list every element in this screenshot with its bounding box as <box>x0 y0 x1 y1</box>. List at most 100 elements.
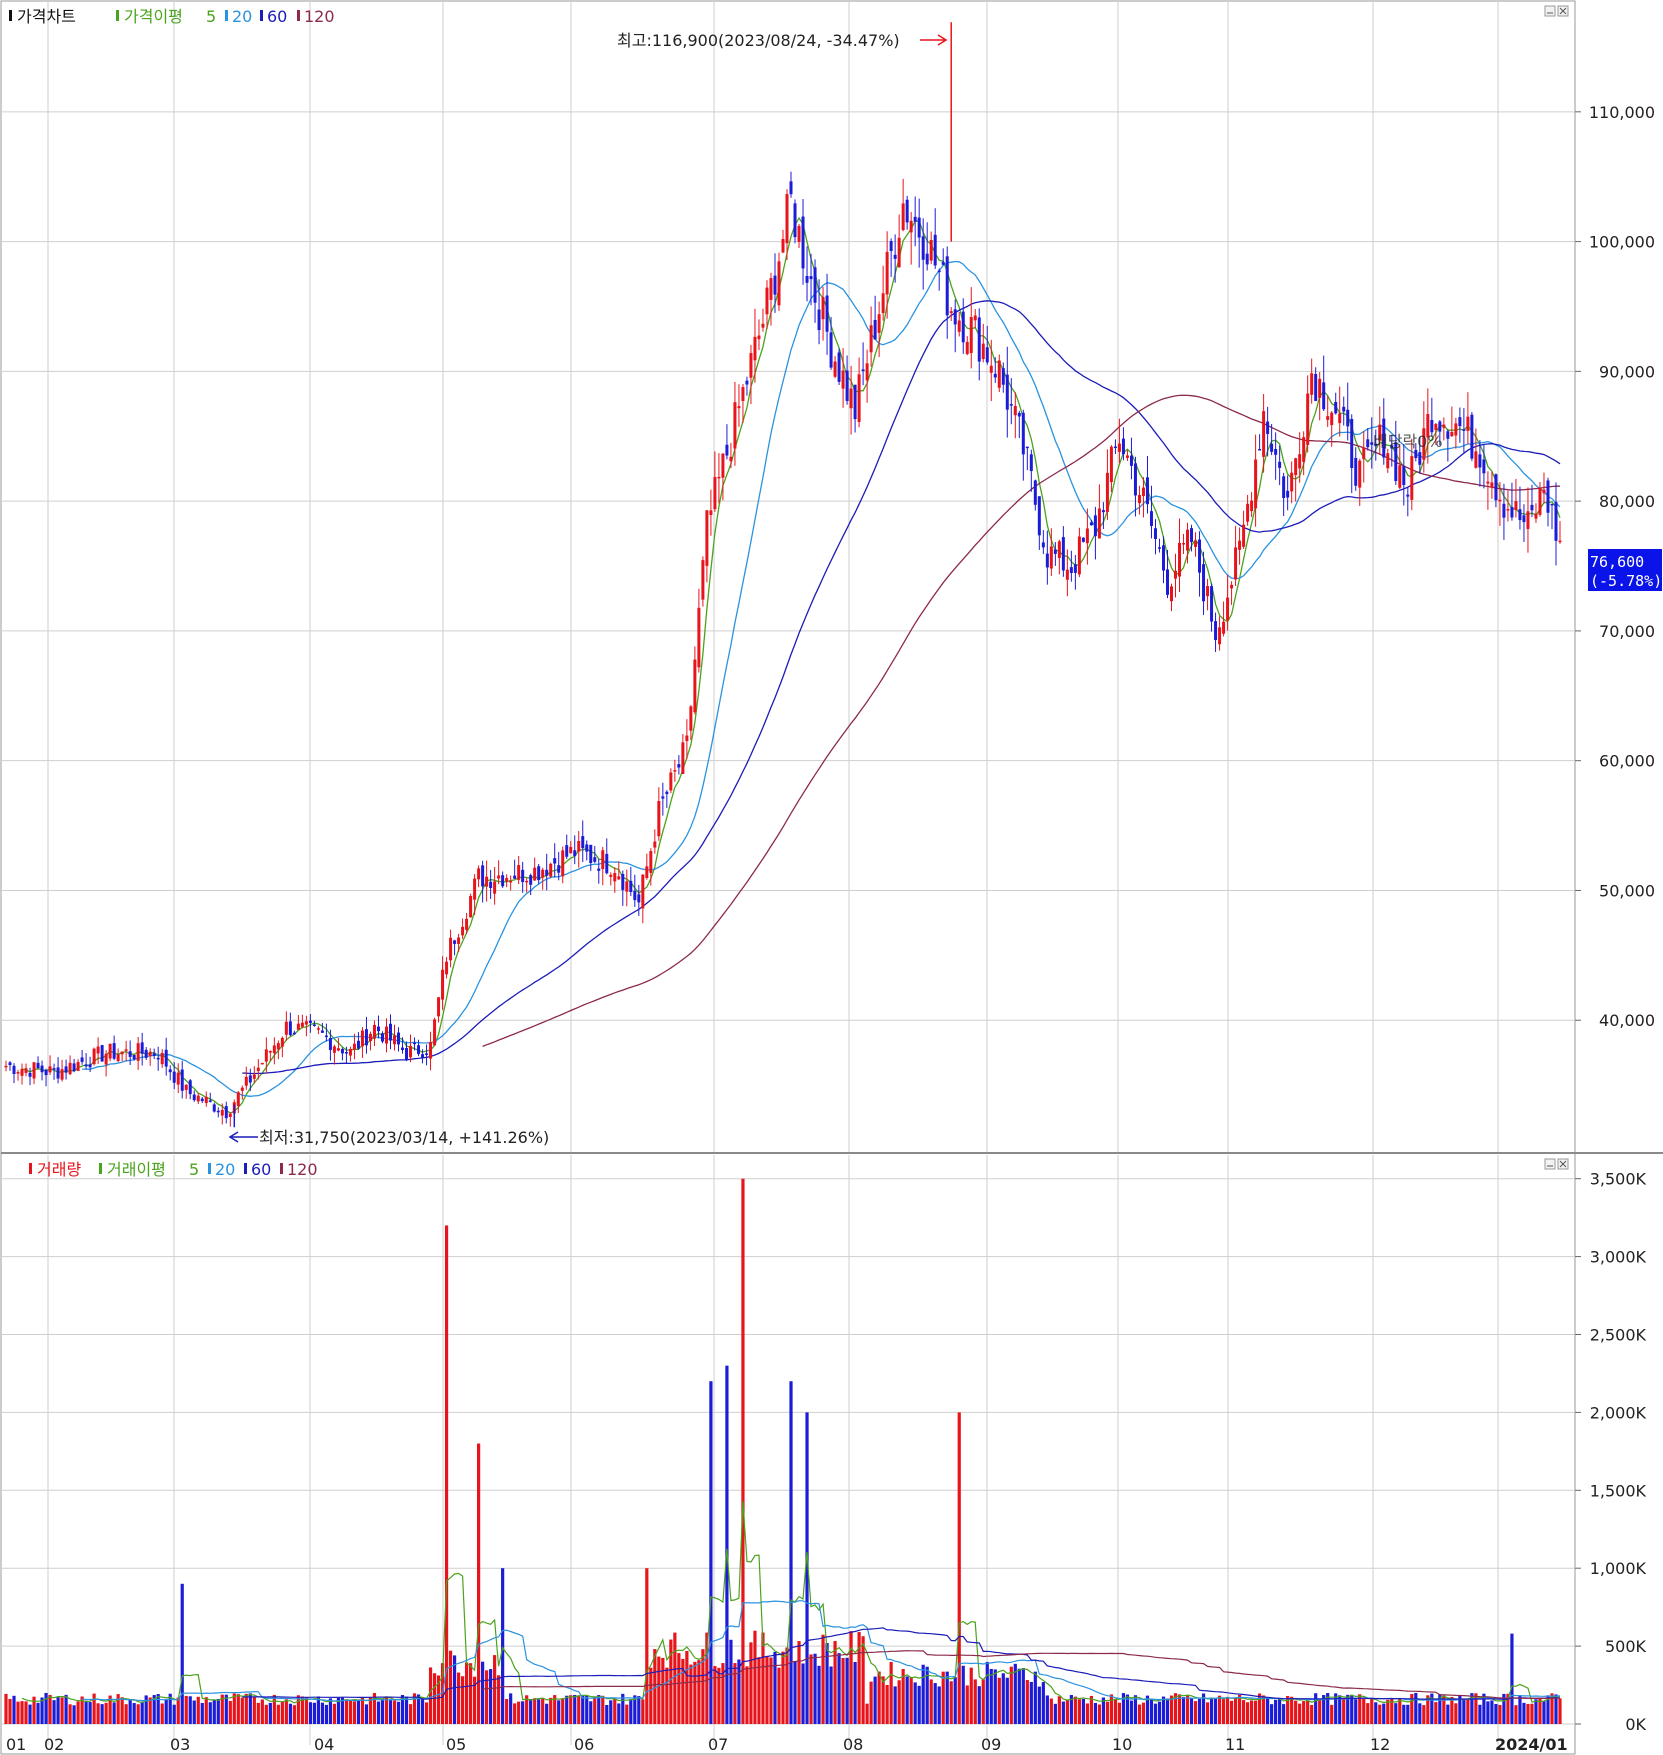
candle-body <box>1542 489 1546 494</box>
candle-body <box>1386 453 1390 469</box>
volume-bar <box>1133 1695 1138 1724</box>
candle-body <box>1137 494 1141 504</box>
candle-body <box>1554 502 1558 541</box>
volume-bar <box>673 1632 677 1724</box>
volume-bar <box>1278 1698 1282 1724</box>
volume-bar <box>1109 1694 1114 1724</box>
volume-bar <box>232 1693 236 1724</box>
price-legend-ma-label: 가격이평 <box>124 7 183 26</box>
candle-body <box>1117 443 1121 452</box>
volume-bar <box>1185 1695 1190 1724</box>
price-y-tick: 80,000 <box>1599 492 1655 511</box>
price-legend-period-20: 20 <box>232 7 252 26</box>
candle-body <box>228 1113 232 1117</box>
price-panel-window-buttons[interactable] <box>1544 5 1569 17</box>
price-candles <box>4 22 1562 1128</box>
volume-bar <box>893 1686 897 1724</box>
volume-bar <box>1033 1671 1037 1724</box>
volume-bar <box>481 1661 485 1724</box>
volume-bar <box>384 1696 389 1724</box>
candle-body <box>457 937 461 944</box>
volume-panel-window-buttons[interactable] <box>1544 1158 1569 1170</box>
volume-bar <box>1286 1696 1290 1724</box>
volume-bar <box>1169 1695 1174 1724</box>
candle-body <box>1278 461 1282 468</box>
candle-body <box>1550 503 1554 506</box>
x-tick: 03 <box>170 1735 190 1754</box>
volume-bar <box>1402 1704 1406 1724</box>
candle-body <box>917 217 921 238</box>
candle-body <box>148 1051 152 1057</box>
volume-bar <box>493 1655 497 1724</box>
volume-bar <box>625 1704 629 1724</box>
volume-bar <box>264 1704 268 1724</box>
volume-bar <box>1558 1698 1562 1724</box>
volume-bar <box>1093 1702 1098 1724</box>
minimize-icon[interactable] <box>1544 1158 1556 1170</box>
candle-body <box>260 1062 264 1065</box>
candle-body <box>509 880 513 883</box>
volume-bar <box>1037 1686 1041 1724</box>
volume-bar <box>609 1700 613 1724</box>
candle-body <box>1462 429 1466 431</box>
candle-body <box>28 1072 32 1077</box>
volume-bar <box>669 1639 673 1724</box>
candle-body <box>388 1023 392 1041</box>
candle-body <box>80 1057 84 1062</box>
candle-body <box>533 867 537 881</box>
volume-bar <box>1426 1695 1430 1724</box>
volume-bar <box>649 1667 653 1724</box>
candle-body <box>1502 503 1506 518</box>
candle-body <box>1218 627 1222 645</box>
volume-bar <box>1157 1701 1162 1724</box>
candle-body <box>549 863 553 877</box>
volume-y-tick: 1,000K <box>1590 1559 1647 1578</box>
candle-body <box>1206 586 1210 597</box>
volume-bar <box>368 1696 373 1724</box>
candle-body <box>376 1026 380 1032</box>
candle-body <box>1202 564 1206 602</box>
candle-body <box>1045 553 1049 568</box>
candle-body <box>593 857 597 862</box>
volume-bar <box>1506 1693 1510 1724</box>
volume-bar <box>829 1666 833 1724</box>
candle-body <box>477 868 481 880</box>
volume-bar <box>128 1699 132 1724</box>
volume-bar <box>717 1667 721 1724</box>
volume-bar <box>1522 1702 1526 1724</box>
volume-bar <box>865 1703 869 1724</box>
candle-body <box>1418 452 1422 465</box>
volume-bar <box>84 1700 88 1724</box>
volume-bar <box>881 1676 885 1724</box>
candle-body <box>1414 449 1418 459</box>
volume-bar <box>1302 1701 1306 1724</box>
volume-y-tick: 3,500K <box>1590 1170 1647 1189</box>
volume-bar <box>1346 1694 1350 1724</box>
volume-bar <box>945 1671 949 1724</box>
candle-body <box>1145 477 1149 505</box>
volume-bar <box>16 1701 20 1724</box>
volume-bar <box>1294 1700 1298 1724</box>
candle-body <box>905 199 909 223</box>
volume-bar <box>420 1698 425 1724</box>
volume-bar <box>1406 1704 1410 1724</box>
candle-body <box>16 1072 20 1074</box>
volume-bar <box>1314 1693 1318 1724</box>
volume-bar <box>1298 1703 1302 1724</box>
volume-bar <box>697 1660 701 1724</box>
candle-body <box>405 1048 409 1060</box>
volume-bar <box>440 1663 445 1724</box>
candle-body <box>264 1049 268 1062</box>
candle-body <box>649 851 653 873</box>
candle-body <box>1314 373 1318 401</box>
volume-bar <box>1193 1701 1198 1724</box>
candle-body <box>673 770 677 772</box>
volume-bar <box>56 1697 60 1724</box>
volume-bar <box>108 1695 112 1724</box>
minimize-icon[interactable] <box>1544 5 1556 17</box>
volume-legend-ma-label: 거래이평 <box>107 1160 166 1179</box>
candle-body <box>1053 549 1057 554</box>
candle-body <box>1186 529 1190 551</box>
volume-bar <box>1141 1702 1146 1724</box>
candle-body <box>517 865 521 880</box>
